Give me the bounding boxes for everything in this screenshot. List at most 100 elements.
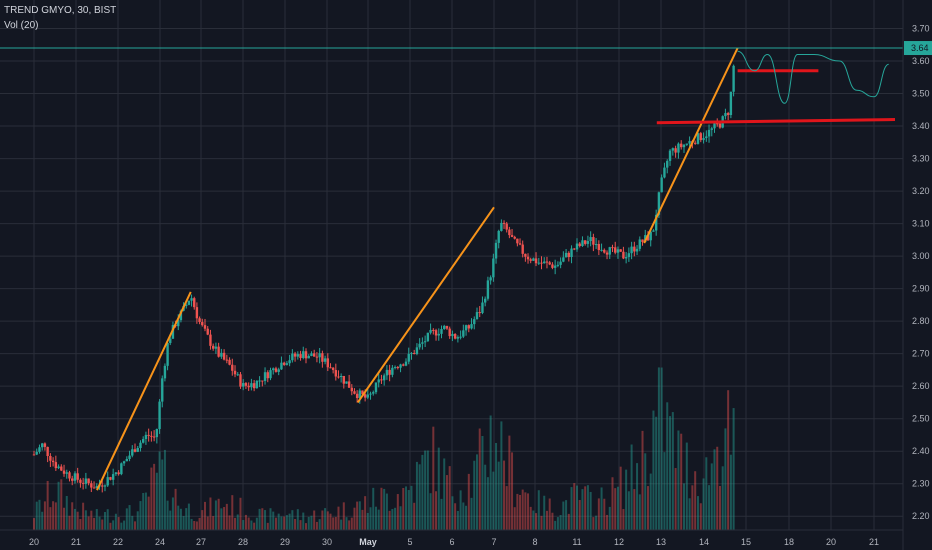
y-tick-label: 2.90 [912, 284, 930, 294]
candle-body [32, 454, 36, 456]
candle-body [120, 463, 123, 475]
candle-body [382, 375, 386, 381]
volume-bar [576, 485, 578, 530]
volume-bar [305, 523, 307, 530]
candle-body [79, 479, 82, 483]
x-tick-label: 11 [572, 537, 581, 547]
candle-body [136, 447, 139, 452]
candle-body [505, 223, 508, 230]
candle-body [84, 478, 88, 484]
candle-body [222, 352, 226, 360]
candle-body [510, 235, 514, 237]
candle-body [437, 333, 440, 336]
volume-legend[interactable]: Vol (20) [4, 20, 39, 31]
volume-bar [98, 516, 101, 530]
volume-bar [521, 489, 524, 530]
volume-bar [451, 496, 454, 530]
candle-body [475, 312, 479, 320]
candle-body [500, 222, 503, 231]
candle-body [445, 325, 449, 329]
volume-bar [43, 501, 46, 530]
volume-bar [484, 464, 487, 530]
last-price-tag [904, 41, 932, 56]
candle-body [410, 353, 413, 355]
candle-body [494, 242, 498, 259]
candle-body [117, 472, 120, 475]
candle-body [255, 380, 259, 389]
candle-body [481, 302, 484, 313]
volume-bar [212, 516, 215, 530]
symbol-legend[interactable]: TREND GMYO, 30, BIST [4, 5, 117, 16]
candle-body [114, 472, 118, 475]
volume-bar [677, 430, 680, 530]
volume-bar [638, 494, 641, 530]
volume-bar [187, 503, 190, 530]
volume-bar [655, 416, 658, 530]
volume-bar [310, 515, 313, 530]
volume-bar [84, 510, 87, 530]
candle-body [583, 240, 587, 244]
candle-body [49, 455, 52, 461]
volume-bar [578, 500, 581, 530]
volume-bar [296, 509, 299, 530]
candle-body [540, 262, 543, 264]
candle-body [573, 248, 576, 250]
candle-body [95, 486, 98, 489]
volume-bar [134, 521, 137, 530]
volume-bar [261, 508, 264, 530]
candle-body [423, 341, 427, 343]
candle-body [404, 361, 408, 366]
volume-bar [239, 497, 242, 530]
volume-bar [136, 511, 139, 530]
candle-body [40, 443, 44, 448]
candle-body [139, 442, 142, 448]
candle-body [492, 258, 495, 278]
y-tick-label: 2.20 [912, 511, 930, 521]
candle-body [448, 328, 451, 337]
candle-body [638, 239, 641, 249]
candle-body [57, 466, 60, 469]
volume-bar [258, 508, 261, 530]
volume-bar [93, 517, 96, 530]
trend-line [356, 206, 495, 404]
x-tick-label: 27 [196, 537, 206, 547]
candle-body [443, 325, 446, 330]
y-tick-label: 3.50 [912, 89, 930, 99]
candle-body [109, 477, 112, 480]
candle-body [369, 393, 372, 395]
volume-bar [611, 477, 614, 530]
candle-body [600, 249, 603, 251]
volume-bar [413, 502, 416, 530]
candle-body [432, 329, 435, 331]
candle-body [155, 429, 159, 438]
volume-bar [415, 461, 418, 530]
volume-bar [223, 507, 226, 530]
candle-body [361, 390, 364, 395]
candle-body [43, 443, 47, 447]
volume-bar [721, 466, 724, 530]
candle-body [87, 478, 90, 484]
candle-body [363, 394, 367, 398]
candle-body [372, 392, 375, 394]
candle-body [236, 374, 239, 376]
volume-bar [169, 510, 172, 530]
volume-bar [567, 513, 570, 530]
y-tick-label: 2.60 [912, 381, 930, 391]
volume-bar [467, 473, 470, 530]
candle-body [195, 307, 199, 319]
volume-bar [103, 512, 106, 530]
x-tick-label: 22 [113, 537, 123, 547]
volume-bar [95, 509, 98, 530]
volume-bar [264, 510, 267, 530]
candle-body [282, 362, 286, 365]
candle-body [350, 387, 354, 392]
candle-body [553, 265, 557, 268]
volume-bar [486, 477, 489, 530]
candle-body [242, 383, 245, 387]
y-tick-label: 2.80 [912, 316, 930, 326]
candle-body [391, 367, 394, 375]
volume-bar [543, 495, 546, 530]
candle-body [545, 261, 549, 263]
